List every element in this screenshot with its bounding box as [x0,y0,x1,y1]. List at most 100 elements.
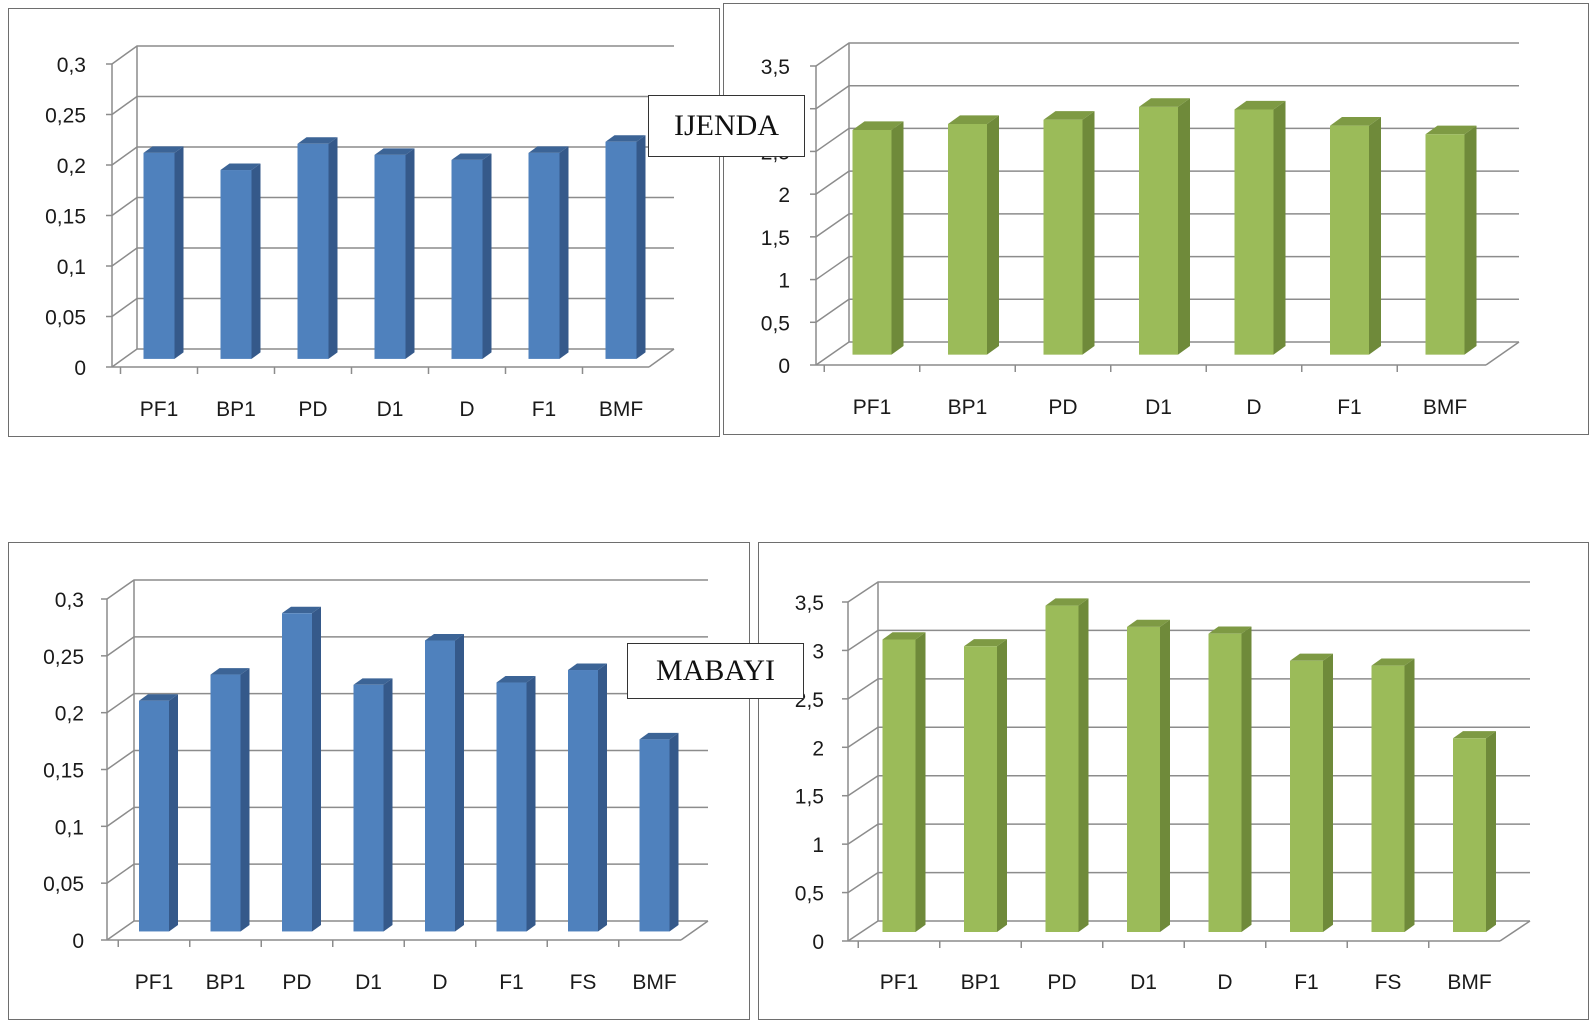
gridline [815,213,1519,238]
gridline [815,255,1519,281]
chart-svg: 0 0,05 0,1 0,15 0,2 0,25 0,3 PF1 BP1 PD D1 D F1 BMF [45,45,675,421]
bar-BP1 [964,639,1007,932]
bar-side [987,115,999,355]
x-tick-label: PD [282,971,311,994]
floor-edge [648,348,675,368]
bar-side [405,148,415,359]
bar-PF1 [143,146,184,359]
bar-front [1330,125,1369,355]
y-tick-label: 2 [812,737,824,760]
bar-front [852,129,892,355]
gridline [106,920,708,941]
bar-BMF [1425,125,1477,355]
x-tick-label: BMF [599,398,643,421]
bar-BP1 [210,668,250,932]
bar-D1 [374,148,415,359]
gridline [106,749,708,771]
x-tick-label: F1 [532,398,557,421]
bar-front [568,670,598,932]
y-tick-label: 0,5 [761,312,790,335]
bar-front [353,684,384,932]
gridline [815,341,1519,366]
bar-D1 [1139,98,1190,355]
y-tick-label: 0,25 [43,646,84,669]
bar-front [143,152,175,359]
bar-front [605,141,637,359]
y-tick-label: 2 [778,184,790,207]
bar-top [528,146,569,153]
gridline [847,823,1530,845]
bar-PD [297,137,338,359]
gridline [111,297,674,318]
bar-top [948,115,999,124]
y-tick-label: 0 [74,357,86,380]
bar-top [1453,731,1496,739]
bar-side [312,606,321,932]
bar-PD [1045,598,1089,932]
bar-side [174,146,184,359]
x-tick-label: D [1217,971,1232,994]
bar-BP1 [220,163,261,359]
bar-side [1323,653,1333,932]
bar-top [1208,626,1252,634]
gridline [815,42,1519,67]
bar-D [425,633,464,932]
gridline [106,692,708,714]
gridline [847,774,1530,797]
y-tick-label: 1,5 [761,227,790,250]
bar-F1 [1290,653,1333,932]
chart-mabayi-right: 0 0,5 1 1,5 2 2,5 3 3,5 PF1 BP1 PD D1 D F1 FS BMF [758,542,1589,1020]
bar-PF1 [882,632,926,932]
gridline [106,863,708,884]
bar-D1 [1127,619,1170,932]
bar-side [891,121,904,355]
bar-front [496,682,527,932]
bar-front [528,152,560,359]
x-tick-label: PD [298,398,327,421]
y-tick-label: 0 [72,930,84,953]
bar-front [139,700,169,932]
bar-top [605,135,646,142]
bar-side [559,146,569,359]
x-tick-label: D [459,398,474,421]
gridline [111,196,674,217]
x-tick-label: D [432,971,447,994]
region-label-ijenda: IJENDA [648,95,805,157]
bar-front [882,639,916,932]
bar-side [455,633,464,932]
bar-front [451,159,483,359]
bar-top [425,633,464,641]
y-tick-label: 0,25 [45,105,86,128]
bar-side [1078,598,1089,932]
x-tick-label: BMF [632,971,676,994]
x-tick-label: BMF [1447,971,1491,994]
x-tick-label: BP1 [206,971,246,994]
bar-top [639,732,679,740]
gridline [847,871,1530,894]
bar-side [1178,98,1190,355]
bar-top [568,663,607,671]
bar-side [1369,117,1381,355]
y-tick-label: 3,5 [761,56,790,79]
y-tick-label: 0,05 [43,873,84,896]
y-tick-label: 0,3 [55,589,84,612]
chart-svg: 0 0,05 0,1 0,15 0,2 0,25 0,3 PF1 BP1 PD D1 D F1 FS BMF [43,579,709,994]
x-tick-label: F1 [1337,396,1362,419]
bar-PF1 [139,694,178,932]
y-tick-label: 0,2 [55,703,84,726]
x-tick-label: BP1 [961,971,1001,994]
bar-FS [1371,658,1415,932]
bar-front [948,123,987,355]
floor-edge [1485,341,1520,366]
bar-top [1045,598,1089,606]
bar-top [451,153,492,160]
x-tick-label: PF1 [853,396,892,419]
bar-BP1 [948,115,999,355]
floor-edge [680,920,709,941]
gridline [847,726,1530,748]
x-tick-label: BP1 [216,398,256,421]
x-tick-label: D1 [377,398,404,421]
bar-side [328,137,338,359]
